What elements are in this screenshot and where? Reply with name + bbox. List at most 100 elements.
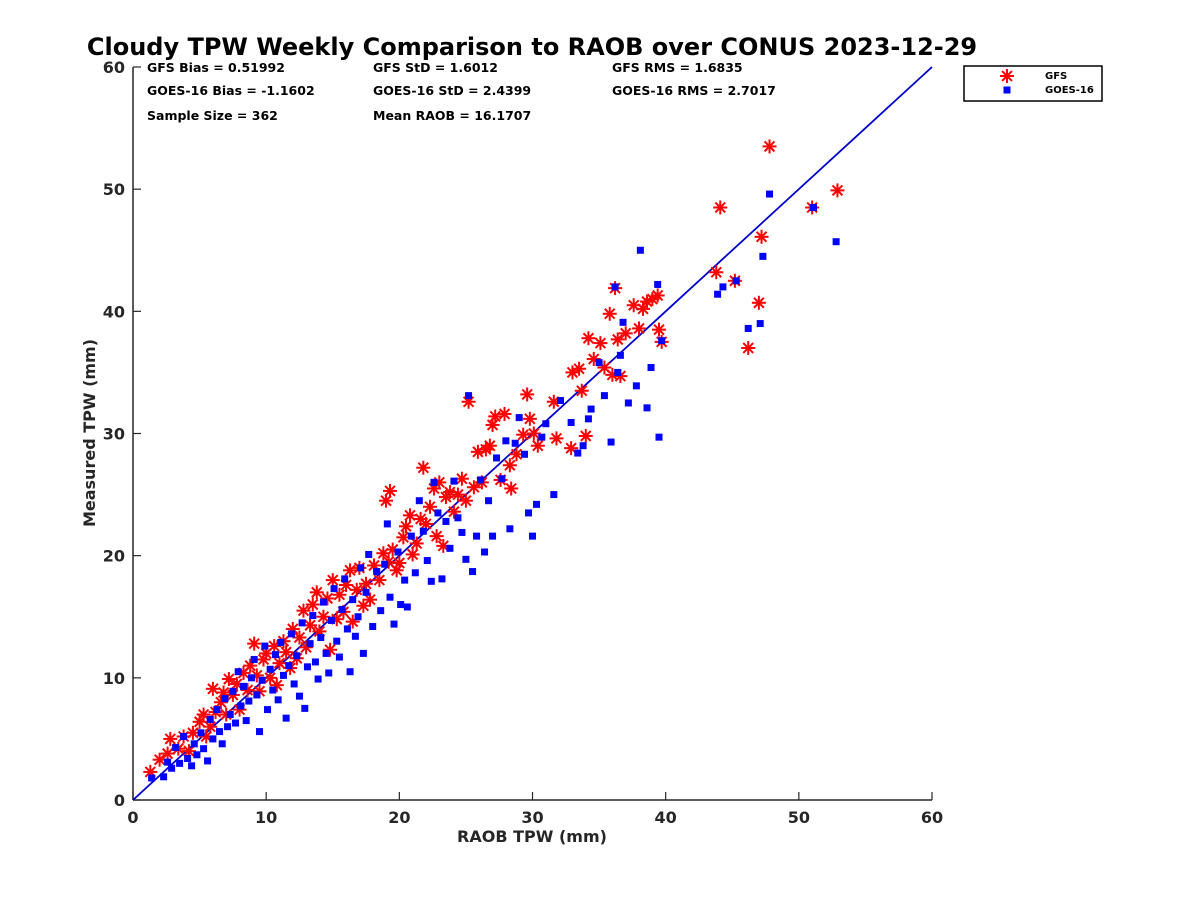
goes16-point — [394, 548, 402, 556]
goes16-point — [234, 668, 242, 676]
gfs-point — [279, 645, 294, 660]
goes16-point — [427, 577, 435, 585]
gfs-point — [163, 731, 178, 746]
goes16-point — [438, 575, 446, 583]
goes16-point — [485, 497, 493, 505]
y-tick-label: 10 — [103, 669, 125, 688]
x-tick-label: 20 — [388, 808, 410, 827]
goes16-point — [263, 706, 271, 714]
goes16-point — [309, 612, 317, 620]
stat-goes-std: GOES-16 StD = 2.4399 — [373, 83, 531, 98]
goes16-point — [473, 532, 481, 540]
gfs-point — [405, 547, 420, 562]
goes16-point — [411, 569, 419, 577]
goes16-point — [351, 632, 359, 640]
goes16-point — [714, 290, 722, 298]
gfs-point — [549, 431, 564, 446]
goes16-point — [204, 757, 212, 765]
goes16-point — [357, 564, 365, 572]
goes16-point — [542, 420, 550, 428]
goes16-point — [614, 368, 622, 376]
goes16-point — [377, 607, 385, 615]
goes16-point — [232, 719, 240, 727]
goes16-point — [306, 640, 314, 648]
gfs-point — [450, 487, 465, 502]
gfs-point — [504, 481, 519, 496]
stat-gfs-bias: GFS Bias = 0.51992 — [147, 60, 285, 75]
gfs-point — [574, 383, 589, 398]
goes16-point — [538, 433, 546, 441]
goes16-point — [607, 438, 615, 446]
goes16-point — [481, 548, 489, 556]
goes16-point — [180, 732, 188, 740]
goes16-point — [303, 663, 311, 671]
stat-mean-raob: Mean RAOB = 16.1707 — [373, 108, 531, 123]
stats-box: GFS Bias = 0.51992 GFS StD = 1.6012 GFS … — [147, 60, 776, 123]
goes16-point — [237, 702, 245, 710]
gfs-point — [422, 499, 437, 514]
stat-sample-size: Sample Size = 362 — [147, 108, 278, 123]
gfs-point — [396, 530, 411, 545]
goes16-point — [658, 337, 666, 345]
gfs-point — [610, 332, 625, 347]
gfs-point — [296, 603, 311, 618]
gfs-point — [466, 480, 481, 495]
goes16-point — [832, 238, 840, 246]
goes16-point — [390, 620, 398, 628]
legend-box — [963, 65, 1103, 102]
gfs-point — [398, 519, 413, 534]
gfs-point — [830, 183, 845, 198]
goes16-point — [587, 405, 595, 413]
goes16-point — [643, 404, 651, 412]
goes16-point — [176, 759, 184, 767]
gfs-point — [578, 428, 593, 443]
goes16-point — [359, 649, 367, 657]
gfs-point — [160, 746, 175, 761]
goes16-point — [295, 692, 303, 700]
goes16-point — [168, 764, 176, 772]
gfs-point — [618, 326, 633, 341]
gfs-point — [526, 426, 541, 441]
gfs-point — [305, 597, 320, 612]
gfs-point — [372, 573, 387, 588]
goes16-point — [493, 454, 501, 462]
gfs-point — [754, 229, 769, 244]
goes16-point — [319, 598, 327, 606]
goes16-point — [458, 528, 466, 536]
goes16-point — [261, 642, 269, 650]
goes16-point — [242, 717, 250, 725]
gfs-point — [309, 585, 324, 600]
gfs-point — [530, 438, 545, 453]
goes16-point — [809, 203, 817, 211]
goes16-point — [446, 544, 454, 552]
goes16-point — [256, 728, 264, 736]
gfs-point — [359, 576, 374, 591]
goes16-point — [624, 399, 632, 407]
goes16-point — [655, 433, 663, 441]
goes16-point — [250, 656, 258, 664]
goes16-point — [224, 723, 232, 731]
x-tick-label: 10 — [255, 808, 277, 827]
goes16-point — [511, 439, 519, 447]
goes16-point — [744, 324, 752, 332]
gfs-point — [152, 752, 167, 767]
gfs-point — [581, 331, 596, 346]
goes16-point — [229, 687, 237, 695]
goes16-point — [419, 527, 427, 535]
goes16-point — [240, 682, 248, 690]
y-tick-label: 20 — [103, 547, 125, 566]
goes16-point — [248, 674, 256, 682]
x-tick-label: 0 — [127, 808, 138, 827]
gfs-point — [497, 406, 512, 421]
gfs-point — [564, 441, 579, 456]
goes16-point — [477, 476, 485, 484]
legend-gfs-label: GFS — [1045, 71, 1067, 82]
goes16-point — [647, 364, 655, 372]
goes16-point — [298, 619, 306, 627]
gfs-point — [572, 361, 587, 376]
gfs-point — [416, 460, 431, 475]
goes16-point — [221, 695, 229, 703]
goes16-point — [489, 532, 497, 540]
goes16-point — [469, 568, 477, 576]
